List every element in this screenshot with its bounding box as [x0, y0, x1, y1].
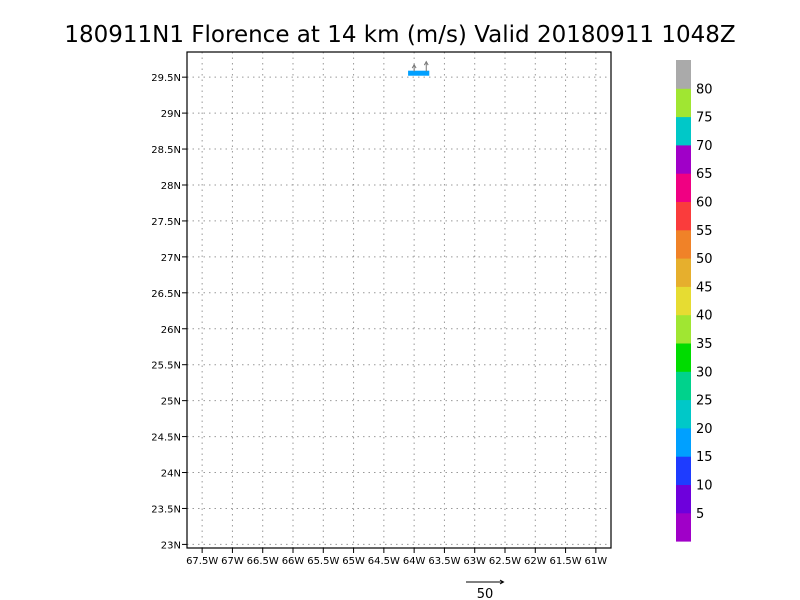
colorbar-label: 80	[696, 82, 713, 97]
x-tick-label: 63W	[463, 556, 486, 567]
colorbar-swatch	[676, 201, 691, 231]
x-tick-label: 64.5W	[368, 556, 400, 567]
colorbar-swatch	[676, 173, 691, 202]
x-tick-label: 61W	[585, 556, 608, 567]
x-tick-label: 66W	[282, 556, 305, 567]
colorbar-label: 60	[696, 196, 713, 211]
reference-vector-label: 50	[477, 587, 494, 600]
y-tick-label: 27.5N	[151, 217, 181, 228]
colorbar-label: 30	[696, 365, 713, 380]
wind-vector	[411, 63, 417, 72]
grid-lines	[187, 52, 611, 548]
colorbar-label: 50	[696, 252, 713, 267]
plot-frame	[186, 51, 612, 549]
y-tick-label: 26.5N	[151, 289, 181, 300]
colorbar-swatch	[676, 314, 691, 344]
y-tick-label: 23N	[161, 540, 181, 551]
colorbar-label: 5	[696, 507, 704, 522]
y-tick-label: 27N	[161, 253, 181, 264]
y-tick-label: 24N	[161, 469, 181, 480]
x-tick-label: 62W	[524, 556, 547, 567]
colorbar-label: 70	[696, 139, 713, 154]
colorbar: 5 10 15 20 25 30 35 40 45 50 55 60 65 70 75 80	[676, 60, 713, 542]
colorbar-label: 15	[696, 450, 713, 465]
colorbar-swatch	[676, 427, 691, 457]
arrow-head	[499, 579, 505, 585]
colorbar-label: 40	[696, 309, 713, 324]
x-tick-label: 64W	[403, 556, 426, 567]
colorbar-swatch	[676, 88, 691, 118]
y-tick-label: 28.5N	[151, 145, 181, 156]
y-tick-label: 25.5N	[151, 361, 181, 372]
arrow-head	[423, 60, 429, 66]
colorbar-swatch	[676, 371, 691, 401]
data-cell	[408, 70, 430, 76]
colorbar-swatch	[676, 286, 691, 316]
colorbar-swatch	[676, 60, 691, 89]
colorbar-swatch	[676, 484, 691, 514]
colorbar-swatch	[676, 456, 691, 485]
colorbar-swatch	[676, 512, 691, 542]
y-tick-label: 25N	[161, 397, 181, 408]
colorbar-swatch	[676, 116, 691, 146]
colorbar-label: 10	[696, 479, 713, 494]
reference-vector: 50	[466, 579, 505, 600]
x-tick-label: 65.5W	[307, 556, 339, 567]
y-tick-label: 23.5N	[151, 504, 181, 515]
colorbar-label: 25	[696, 394, 713, 409]
y-tick-label: 28N	[161, 181, 181, 192]
colorbar-swatch	[676, 144, 691, 174]
wind-vector	[423, 60, 429, 72]
wind-vectors	[411, 60, 429, 72]
colorbar-label: 65	[696, 167, 713, 182]
y-tick-label: 29N	[161, 109, 181, 120]
colorbar-label: 55	[696, 224, 713, 239]
colorbar-label: 45	[696, 280, 713, 295]
y-axis-ticks: 23N 23.5N 24N 24.5N 25N 25.5N 26N 26.5N 27N 27.5N…	[151, 73, 187, 551]
data-cells	[408, 70, 430, 76]
y-tick-label: 26N	[161, 325, 181, 336]
y-tick-label: 29.5N	[151, 73, 181, 84]
colorbar-swatch	[676, 343, 691, 372]
colorbar-swatch	[676, 399, 691, 429]
colorbar-label: 35	[696, 337, 713, 352]
chart-title: 180911N1 Florence at 14 km (m/s) Valid 2…	[64, 22, 735, 48]
colorbar-label: 75	[696, 111, 713, 126]
x-tick-label: 67W	[221, 556, 244, 567]
colorbar-swatch	[676, 258, 691, 287]
colorbar-swatch	[676, 229, 691, 259]
x-tick-label: 66.5W	[247, 556, 279, 567]
x-tick-label: 61.5W	[549, 556, 581, 567]
colorbar-label: 20	[696, 422, 713, 437]
x-tick-label: 65W	[342, 556, 365, 567]
x-tick-label: 62.5W	[489, 556, 521, 567]
x-axis-ticks: 67.5W 67W 66.5W 66W 65.5W 65W 64.5W 64W 63.5W 63W…	[186, 548, 607, 567]
x-tick-label: 67.5W	[186, 556, 218, 567]
x-tick-label: 63.5W	[428, 556, 460, 567]
arrow-head	[411, 63, 417, 69]
reference-arrow	[466, 579, 505, 585]
y-tick-label: 24.5N	[151, 433, 181, 444]
